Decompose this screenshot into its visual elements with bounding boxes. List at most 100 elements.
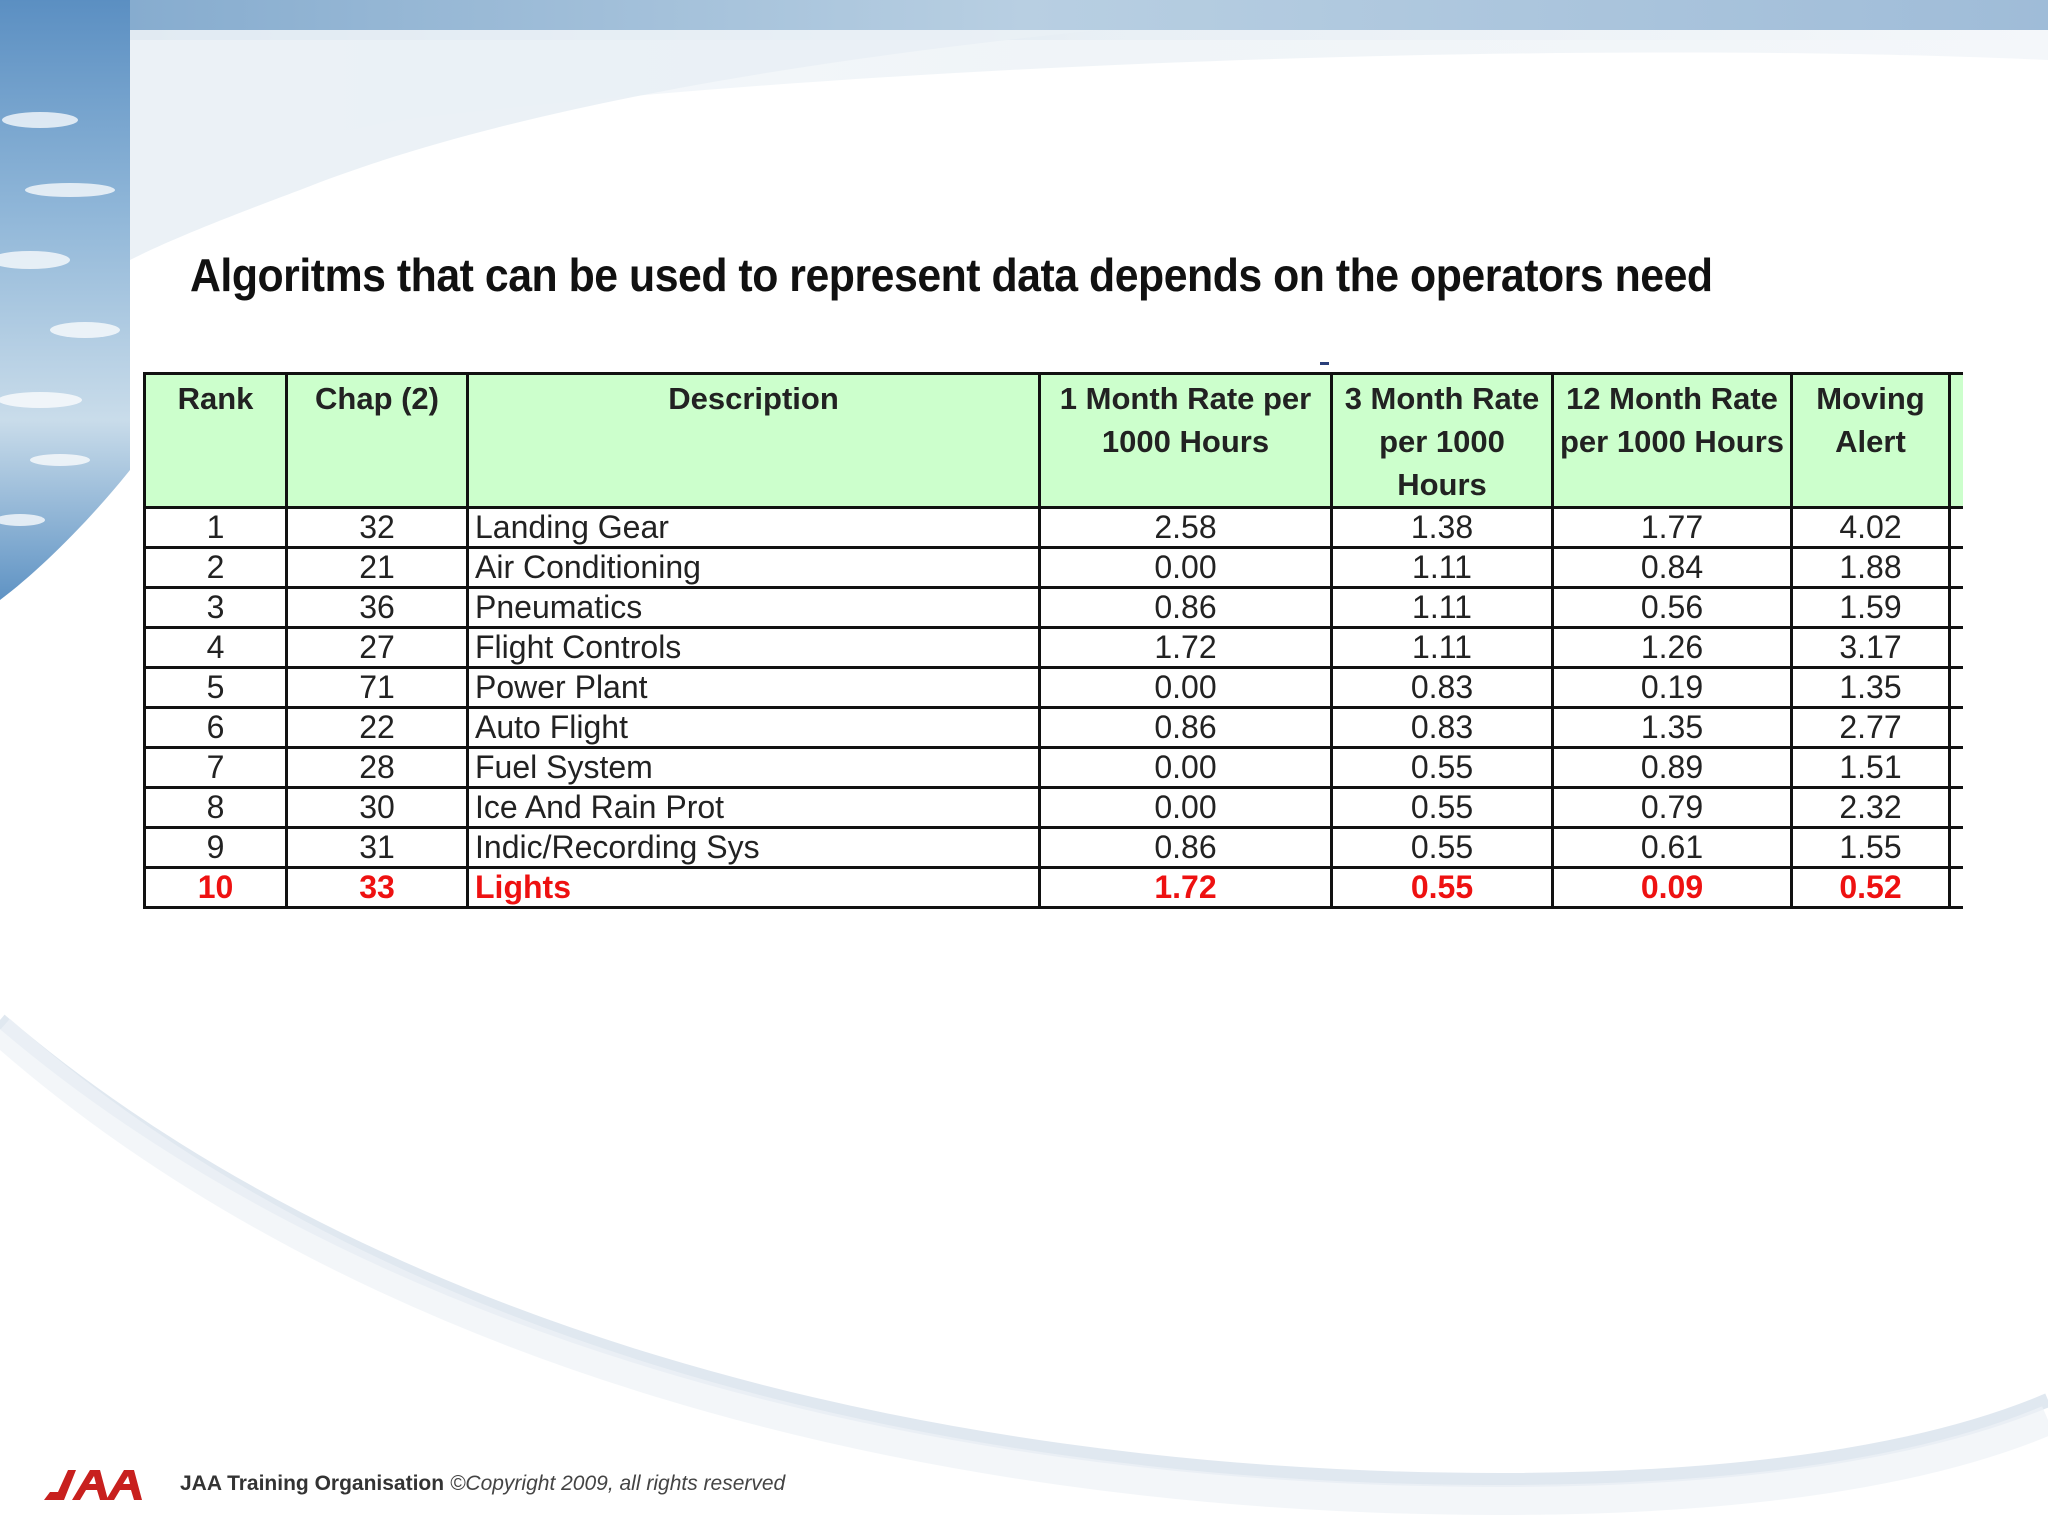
moving-alert-cell: 4.02 bbox=[1790, 506, 1951, 549]
clipped-cell bbox=[1948, 626, 1963, 669]
header-1-month-rate: 1 Month Rate per 1000 Hours bbox=[1038, 372, 1333, 509]
moving-alert-cell: 2.32 bbox=[1790, 786, 1951, 829]
rank-cell: 3 bbox=[143, 586, 288, 629]
reliability-rate-table: Rank Chap (2) Description 1 Month Rate p… bbox=[143, 372, 1963, 909]
header-description: Description bbox=[466, 372, 1041, 509]
table-header-row: Rank Chap (2) Description 1 Month Rate p… bbox=[143, 372, 1963, 509]
header-3-month-rate: 3 Month Rate per 1000 Hours bbox=[1330, 372, 1554, 509]
rank-cell: 5 bbox=[143, 666, 288, 709]
clipped-cell bbox=[1948, 866, 1963, 909]
rate-3-month-cell: 0.55 bbox=[1330, 866, 1554, 909]
rate-1-month-cell: 0.86 bbox=[1038, 586, 1333, 629]
chap-cell: 36 bbox=[285, 586, 469, 629]
rank-cell: 2 bbox=[143, 546, 288, 589]
header-clipped-column bbox=[1948, 372, 1963, 509]
description-cell: Fuel System bbox=[466, 746, 1041, 789]
moving-alert-cell: 0.52 bbox=[1790, 866, 1951, 909]
footer-copyright: ©Copyright 2009, all rights reserved bbox=[449, 1472, 786, 1495]
rank-cell: 10 bbox=[143, 866, 288, 909]
rate-12-month-cell: 1.26 bbox=[1551, 626, 1793, 669]
description-cell: Flight Controls bbox=[466, 626, 1041, 669]
clipped-cell bbox=[1948, 506, 1963, 549]
rank-cell: 6 bbox=[143, 706, 288, 749]
rate-1-month-cell: 1.72 bbox=[1038, 626, 1333, 669]
table-row-highlighted: 10 33 Lights 1.72 0.55 0.09 0.52 bbox=[143, 866, 1963, 909]
rate-12-month-cell: 0.61 bbox=[1551, 826, 1793, 869]
description-cell: Indic/Recording Sys bbox=[466, 826, 1041, 869]
rate-1-month-cell: 0.00 bbox=[1038, 746, 1333, 789]
chap-cell: 32 bbox=[285, 506, 469, 549]
description-cell: Power Plant bbox=[466, 666, 1041, 709]
table-row: 6 22 Auto Flight 0.86 0.83 1.35 2.77 bbox=[143, 706, 1963, 749]
rate-1-month-cell: 0.86 bbox=[1038, 826, 1333, 869]
moving-alert-cell: 1.59 bbox=[1790, 586, 1951, 629]
rate-1-month-cell: 0.00 bbox=[1038, 666, 1333, 709]
rate-12-month-cell: 0.19 bbox=[1551, 666, 1793, 709]
rate-12-month-cell: 0.56 bbox=[1551, 586, 1793, 629]
rate-3-month-cell: 0.55 bbox=[1330, 746, 1554, 789]
rank-cell: 7 bbox=[143, 746, 288, 789]
chap-cell: 71 bbox=[285, 666, 469, 709]
rate-12-month-cell: 1.35 bbox=[1551, 706, 1793, 749]
rate-3-month-cell: 1.38 bbox=[1330, 506, 1554, 549]
description-cell: Landing Gear bbox=[466, 506, 1041, 549]
rank-cell: 4 bbox=[143, 626, 288, 669]
table-row: 7 28 Fuel System 0.00 0.55 0.89 1.51 bbox=[143, 746, 1963, 789]
slide-title: Algoritms that can be used to represent … bbox=[190, 249, 1713, 301]
moving-alert-cell: 1.88 bbox=[1790, 546, 1951, 589]
rate-12-month-cell: 1.77 bbox=[1551, 506, 1793, 549]
table-row: 2 21 Air Conditioning 0.00 1.11 0.84 1.8… bbox=[143, 546, 1963, 589]
footer: JAA Training Organisation ©Copyright 200… bbox=[42, 1466, 785, 1502]
rate-3-month-cell: 1.11 bbox=[1330, 546, 1554, 589]
table-row: 5 71 Power Plant 0.00 0.83 0.19 1.35 bbox=[143, 666, 1963, 709]
chap-cell: 28 bbox=[285, 746, 469, 789]
jaa-logo-icon bbox=[44, 1470, 142, 1500]
description-cell: Pneumatics bbox=[466, 586, 1041, 629]
rate-3-month-cell: 0.55 bbox=[1330, 826, 1554, 869]
table-row: 8 30 Ice And Rain Prot 0.00 0.55 0.79 2.… bbox=[143, 786, 1963, 829]
rank-cell: 9 bbox=[143, 826, 288, 869]
decorative-tick bbox=[1320, 362, 1329, 365]
rate-3-month-cell: 0.83 bbox=[1330, 706, 1554, 749]
description-cell: Lights bbox=[466, 866, 1041, 909]
moving-alert-cell: 3.17 bbox=[1790, 626, 1951, 669]
description-cell: Air Conditioning bbox=[466, 546, 1041, 589]
description-cell: Auto Flight bbox=[466, 706, 1041, 749]
header-12-month-rate: 12 Month Rate per 1000 Hours bbox=[1551, 372, 1793, 509]
moving-alert-cell: 1.55 bbox=[1790, 826, 1951, 869]
rank-cell: 8 bbox=[143, 786, 288, 829]
rate-3-month-cell: 1.11 bbox=[1330, 586, 1554, 629]
clipped-cell bbox=[1948, 546, 1963, 589]
chap-cell: 33 bbox=[285, 866, 469, 909]
moving-alert-cell: 1.51 bbox=[1790, 746, 1951, 789]
rate-1-month-cell: 2.58 bbox=[1038, 506, 1333, 549]
rate-3-month-cell: 0.83 bbox=[1330, 666, 1554, 709]
rate-3-month-cell: 0.55 bbox=[1330, 786, 1554, 829]
chap-cell: 31 bbox=[285, 826, 469, 869]
clipped-cell bbox=[1948, 706, 1963, 749]
clipped-cell bbox=[1948, 786, 1963, 829]
rank-cell: 1 bbox=[143, 506, 288, 549]
chap-cell: 21 bbox=[285, 546, 469, 589]
rate-1-month-cell: 0.00 bbox=[1038, 546, 1333, 589]
rate-3-month-cell: 1.11 bbox=[1330, 626, 1554, 669]
chap-cell: 22 bbox=[285, 706, 469, 749]
chap-cell: 27 bbox=[285, 626, 469, 669]
table-row: 1 32 Landing Gear 2.58 1.38 1.77 4.02 bbox=[143, 506, 1963, 549]
header-rank: Rank bbox=[143, 372, 288, 509]
header-moving-alert: Moving Alert bbox=[1790, 372, 1951, 509]
table-row: 3 36 Pneumatics 0.86 1.11 0.56 1.59 bbox=[143, 586, 1963, 629]
rate-12-month-cell: 0.79 bbox=[1551, 786, 1793, 829]
chap-cell: 30 bbox=[285, 786, 469, 829]
rate-1-month-cell: 0.00 bbox=[1038, 786, 1333, 829]
footer-org: JAA Training Organisation bbox=[180, 1472, 445, 1495]
clipped-cell bbox=[1948, 746, 1963, 789]
header-chap: Chap (2) bbox=[285, 372, 469, 509]
moving-alert-cell: 2.77 bbox=[1790, 706, 1951, 749]
rate-12-month-cell: 0.84 bbox=[1551, 546, 1793, 589]
rate-1-month-cell: 1.72 bbox=[1038, 866, 1333, 909]
moving-alert-cell: 1.35 bbox=[1790, 666, 1951, 709]
rate-1-month-cell: 0.86 bbox=[1038, 706, 1333, 749]
clipped-cell bbox=[1948, 586, 1963, 629]
table-row: 4 27 Flight Controls 1.72 1.11 1.26 3.17 bbox=[143, 626, 1963, 669]
